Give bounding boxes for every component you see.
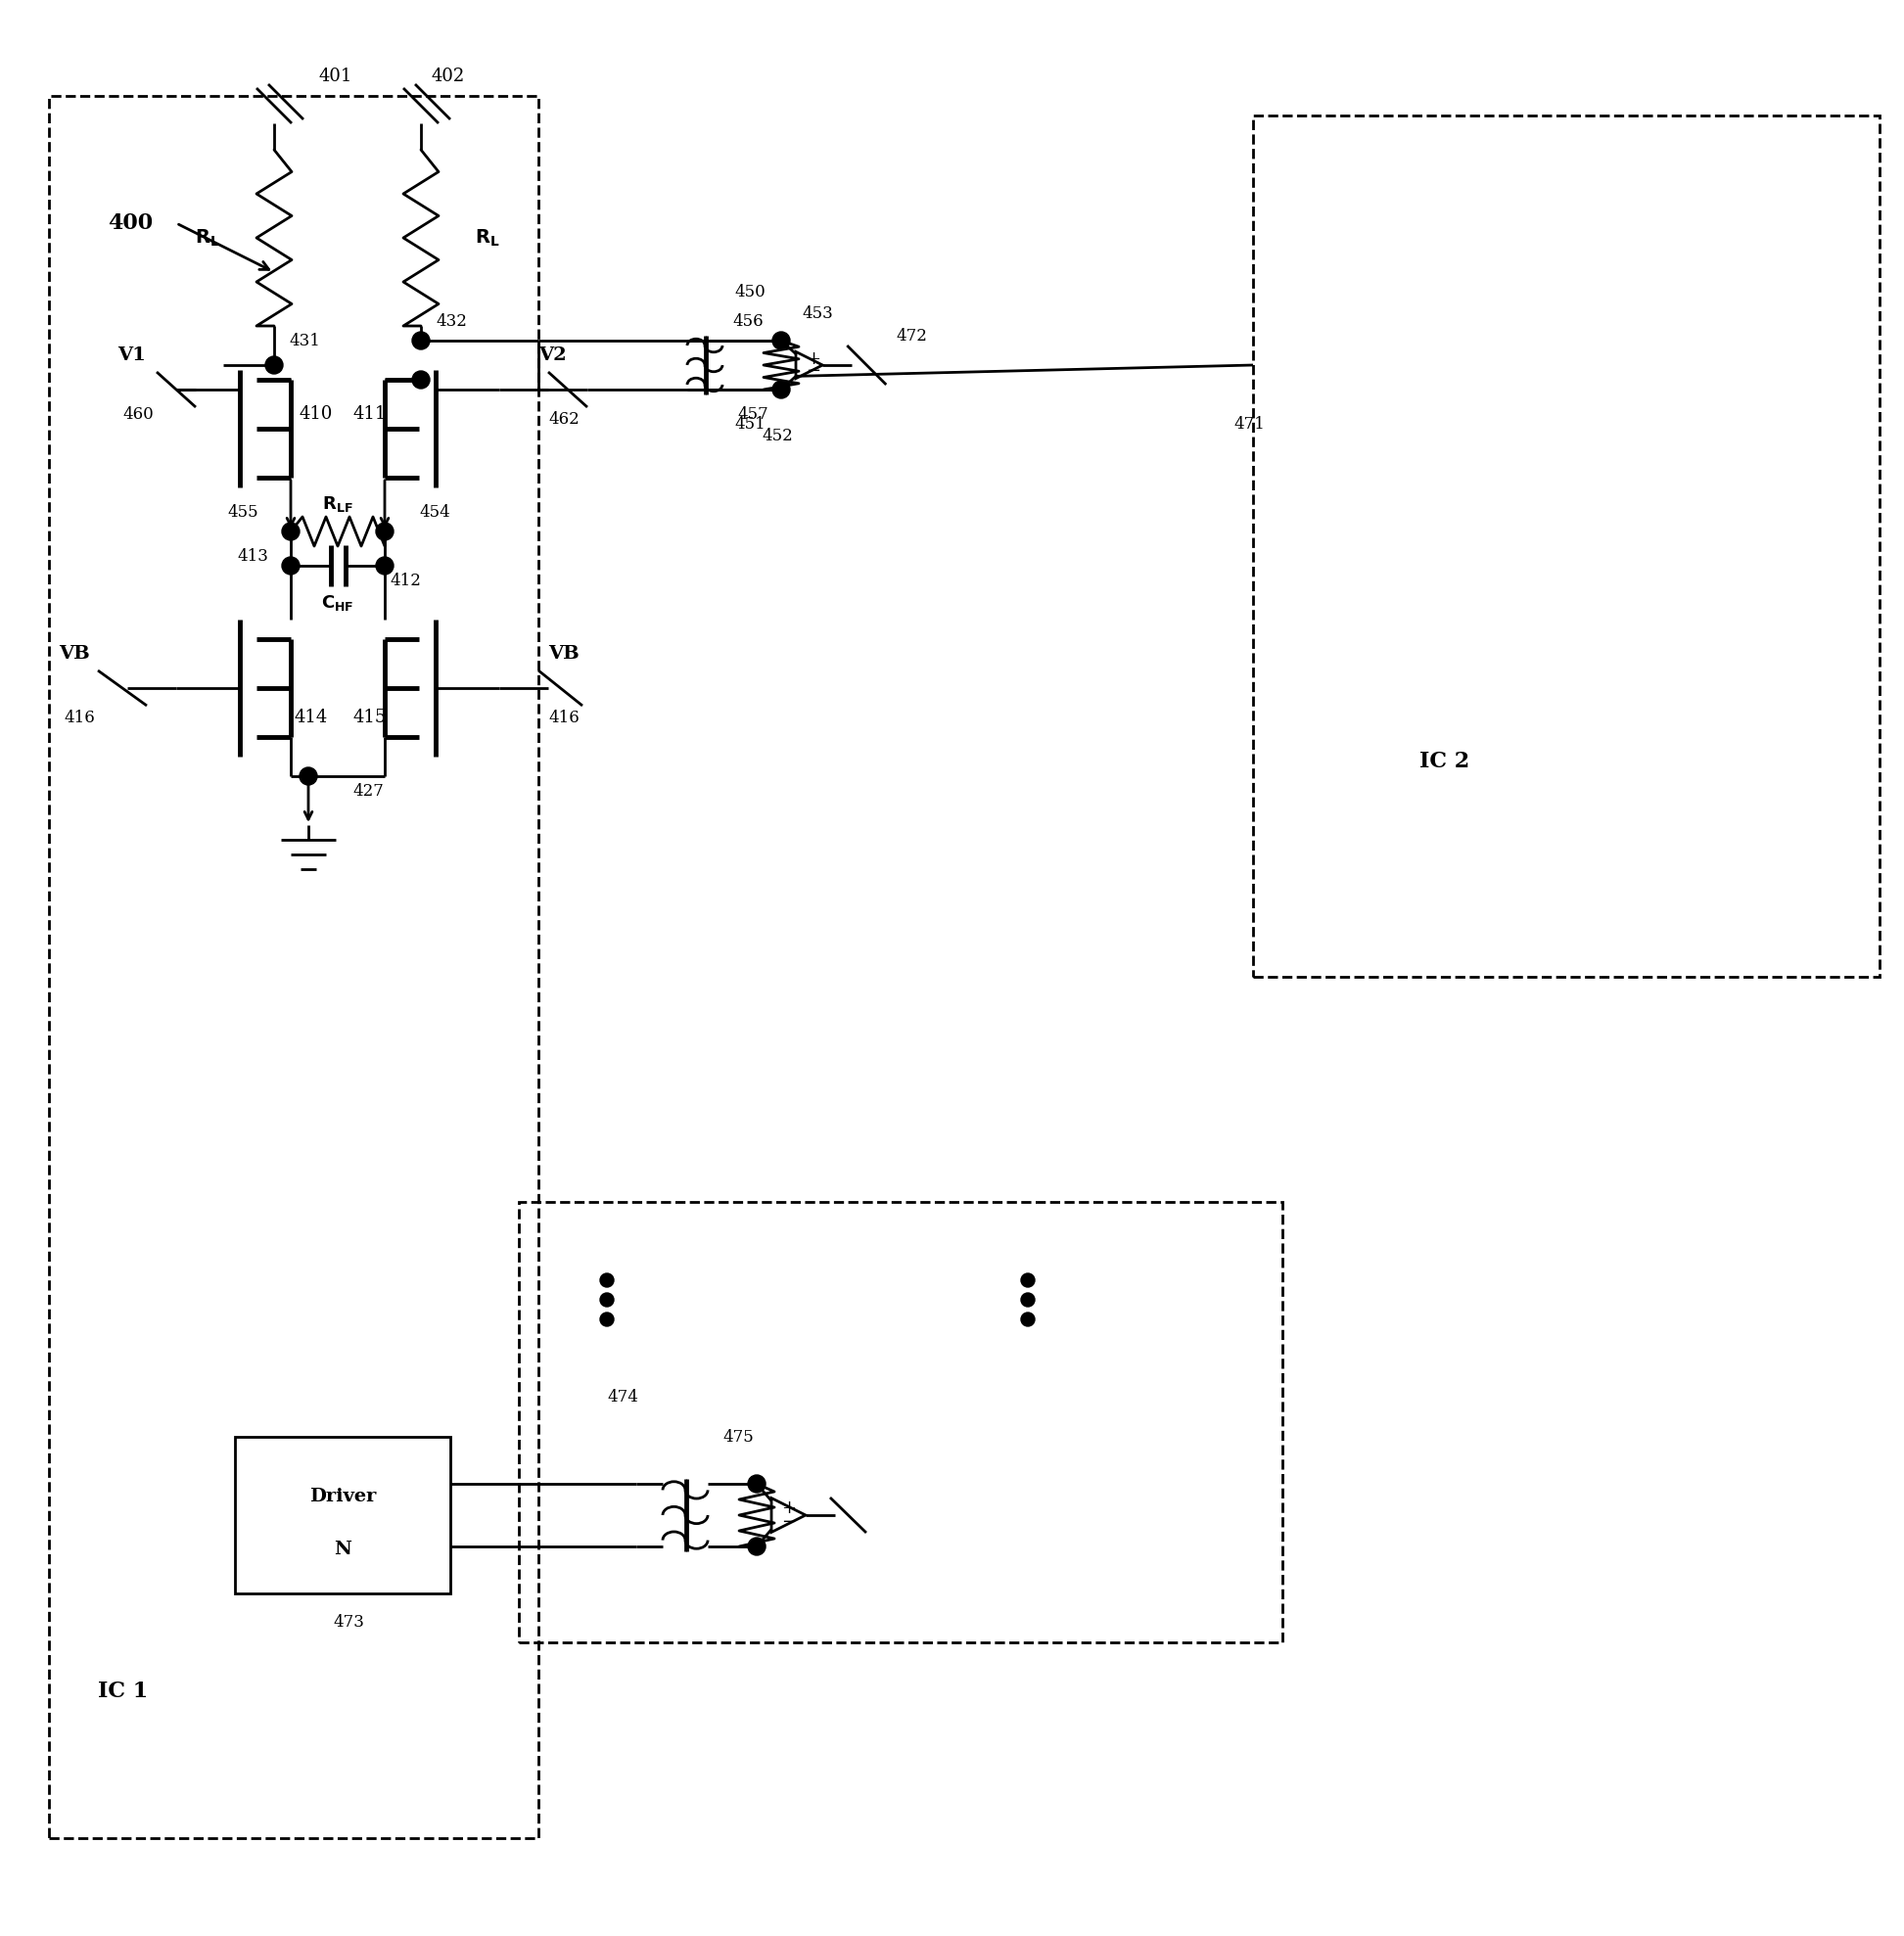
- Text: VB: VB: [59, 645, 89, 662]
- Text: 416: 416: [63, 709, 95, 726]
- Text: V1: V1: [118, 347, 147, 364]
- Text: 451: 451: [735, 416, 765, 432]
- Circle shape: [600, 1293, 613, 1307]
- Text: IC 2: IC 2: [1420, 751, 1470, 772]
- Text: 473: 473: [333, 1615, 364, 1632]
- Text: 410: 410: [299, 405, 331, 422]
- Circle shape: [411, 372, 430, 389]
- Text: +: +: [805, 350, 821, 368]
- Circle shape: [748, 1475, 765, 1493]
- Text: 412: 412: [390, 573, 421, 589]
- Text: −: −: [783, 1514, 796, 1531]
- Circle shape: [282, 523, 299, 540]
- Circle shape: [1021, 1313, 1034, 1326]
- Text: 462: 462: [548, 410, 579, 428]
- Text: 411: 411: [352, 405, 387, 422]
- Circle shape: [748, 1537, 765, 1555]
- Circle shape: [1021, 1274, 1034, 1287]
- Circle shape: [375, 523, 394, 540]
- Circle shape: [600, 1313, 613, 1326]
- Text: 427: 427: [352, 782, 383, 800]
- Text: +: +: [783, 1498, 796, 1516]
- Text: 453: 453: [803, 306, 834, 321]
- Text: N: N: [333, 1541, 352, 1558]
- Text: 400: 400: [109, 213, 152, 234]
- Bar: [234, 1437, 451, 1593]
- Text: IC 1: IC 1: [97, 1680, 149, 1702]
- Circle shape: [773, 381, 790, 399]
- Text: V2: V2: [539, 347, 565, 364]
- Text: 472: 472: [897, 327, 927, 345]
- Circle shape: [282, 558, 299, 575]
- Bar: [50, 97, 539, 1837]
- Circle shape: [299, 767, 318, 784]
- Text: 431: 431: [289, 333, 320, 348]
- Bar: [518, 1202, 1283, 1642]
- Text: 415: 415: [352, 709, 387, 726]
- Text: 452: 452: [762, 428, 792, 445]
- Text: −: −: [805, 362, 821, 379]
- Text: VB: VB: [548, 645, 579, 662]
- Text: 432: 432: [436, 314, 466, 329]
- Text: 413: 413: [236, 548, 268, 563]
- Text: 460: 460: [122, 407, 154, 422]
- Text: 455: 455: [227, 503, 259, 521]
- Text: 454: 454: [419, 503, 449, 521]
- Text: 402: 402: [430, 68, 465, 85]
- Text: 450: 450: [735, 283, 765, 300]
- Text: $\mathbf{C_{HF}}$: $\mathbf{C_{HF}}$: [322, 592, 354, 612]
- Circle shape: [773, 331, 790, 348]
- Text: $\mathbf{R_L}$: $\mathbf{R_L}$: [196, 227, 221, 248]
- Text: $\mathbf{R_{LF}}$: $\mathbf{R_{LF}}$: [322, 494, 354, 513]
- Bar: [1253, 116, 1879, 978]
- Circle shape: [1021, 1293, 1034, 1307]
- Circle shape: [265, 356, 284, 374]
- Circle shape: [375, 558, 394, 575]
- Circle shape: [411, 331, 430, 348]
- Text: $\mathbf{R_L}$: $\mathbf{R_L}$: [474, 227, 499, 248]
- Text: 401: 401: [318, 68, 352, 85]
- Text: Driver: Driver: [308, 1487, 377, 1504]
- Text: 457: 457: [737, 407, 767, 422]
- Text: 471: 471: [1234, 416, 1264, 432]
- Text: 416: 416: [548, 709, 579, 726]
- Text: 474: 474: [607, 1390, 638, 1406]
- Text: 475: 475: [722, 1429, 754, 1446]
- Text: 456: 456: [733, 314, 764, 329]
- Text: 414: 414: [293, 709, 327, 726]
- Circle shape: [600, 1274, 613, 1287]
